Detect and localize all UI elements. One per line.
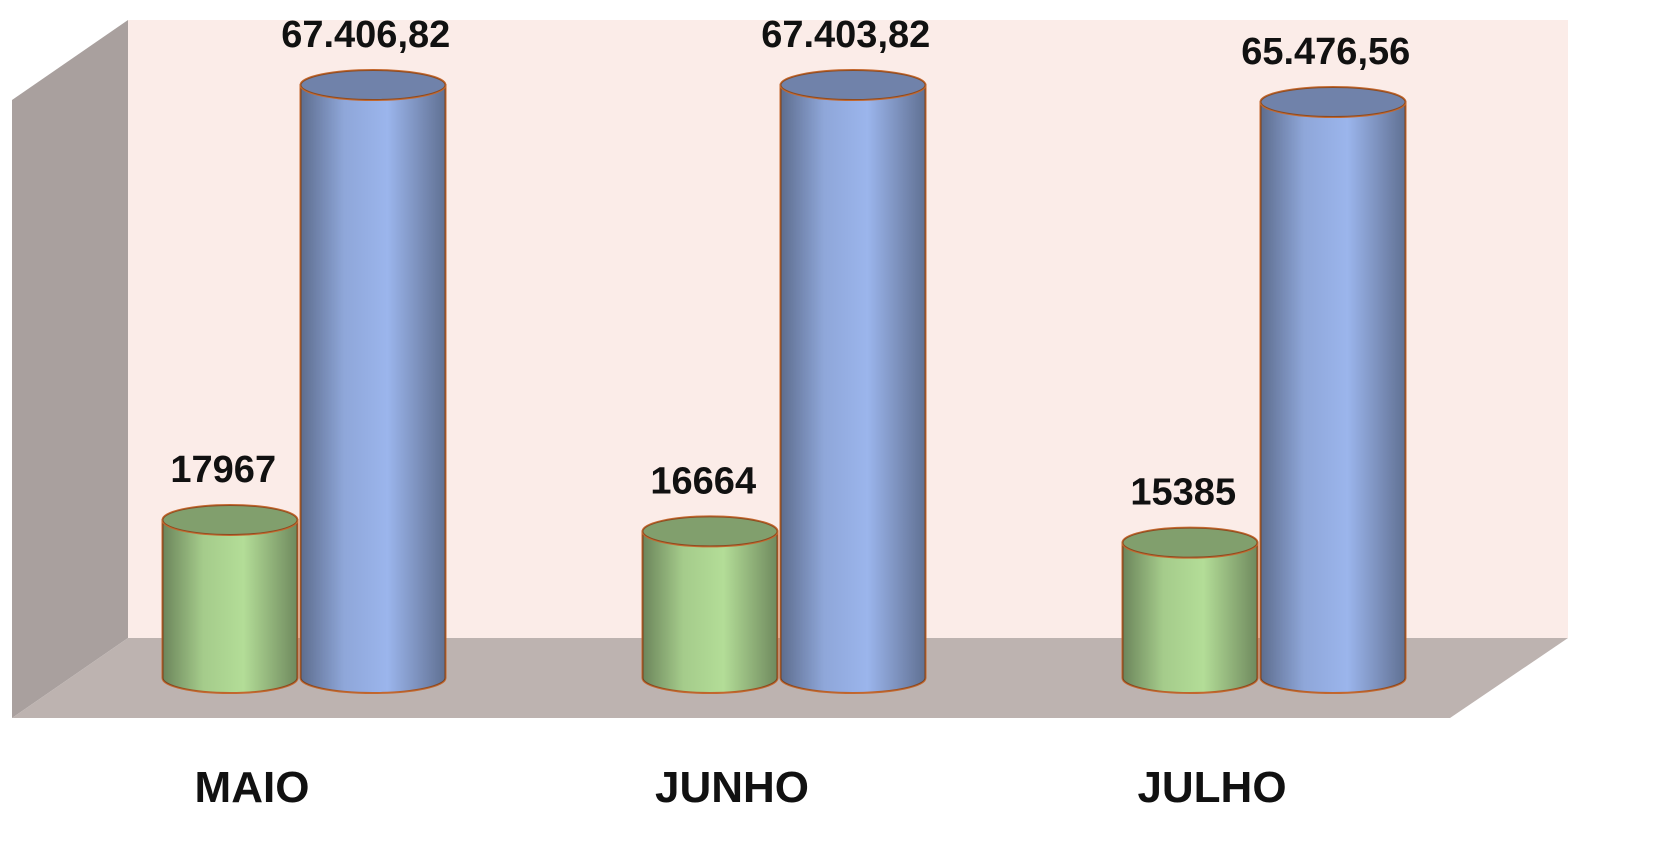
cylinder-top <box>641 515 779 548</box>
cylinder-top-shade <box>642 516 778 547</box>
cylinder-top-shade <box>1260 86 1406 117</box>
x-tick-label: JULHO <box>1137 763 1286 812</box>
cylinder-shade <box>300 85 446 693</box>
cylinder-top-shade <box>162 504 298 535</box>
x-tick-label: MAIO <box>195 763 310 812</box>
cylinder-shade <box>642 531 778 693</box>
side-wall <box>12 20 128 718</box>
data-label: 17967 <box>170 449 276 491</box>
cylinder-top <box>299 69 447 101</box>
cylinder-top-shade <box>780 70 926 101</box>
cylinder-top <box>161 503 299 536</box>
cylinder-shade <box>1122 542 1258 693</box>
cylinder-top <box>1259 85 1407 118</box>
cylinder-top <box>779 69 927 102</box>
data-label: 67.406,82 <box>281 14 450 56</box>
x-tick-label: JUNHO <box>655 763 809 812</box>
data-label: 15385 <box>1130 472 1236 514</box>
cylinder-top <box>1121 526 1259 559</box>
cylinder-shade <box>162 519 298 693</box>
data-label: 67.403,82 <box>761 14 930 56</box>
data-label: 65.476,56 <box>1241 31 1410 73</box>
cylinder-top-shade <box>300 70 446 100</box>
cylinder-top-shade <box>1122 527 1258 558</box>
cylinder-shade <box>780 85 926 694</box>
data-label: 16664 <box>650 460 756 502</box>
cylinder-shade <box>1260 101 1406 693</box>
